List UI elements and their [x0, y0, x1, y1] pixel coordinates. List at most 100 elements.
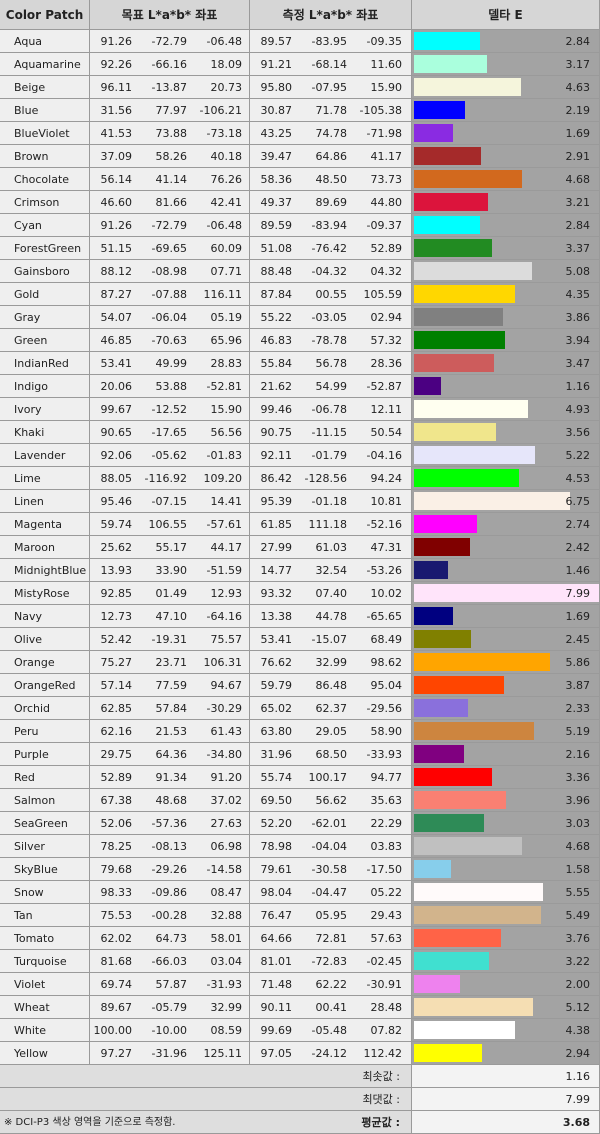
row-cell [250, 375, 412, 398]
lab-value: 47.10 [155, 610, 188, 623]
delta-bar [414, 331, 506, 349]
lab-value: 00.55 [315, 288, 348, 301]
name-cell: MistyRose [0, 582, 90, 605]
name-cell: Khaki [0, 421, 90, 444]
lab-value: 31.96 [260, 748, 293, 761]
lab-value: 91.20 [210, 771, 243, 784]
delta-value: 1.58 [565, 863, 591, 876]
lab-value: 97.27 [100, 1047, 133, 1060]
lab-value: -72.79 [151, 219, 187, 232]
delta-value: 4.68 [565, 173, 591, 186]
delta-bar [414, 906, 542, 924]
row-cell [250, 812, 412, 835]
lab-value: 92.85 [100, 587, 133, 600]
lab-value: -07.95 [311, 81, 347, 94]
lab-value: 89.69 [315, 196, 348, 209]
row-cell [90, 812, 250, 835]
delta-bar [414, 55, 488, 73]
lab-value: 109.20 [203, 472, 243, 485]
row-cell [250, 950, 412, 973]
lab-value: 03.04 [210, 955, 243, 968]
lab-value: 105.59 [363, 288, 403, 301]
summary-value: 3.68 [562, 1116, 590, 1129]
delta-value: 5.49 [565, 909, 591, 922]
row-cell [90, 720, 250, 743]
lab-value: 15.90 [210, 403, 243, 416]
lab-value: 47.31 [370, 541, 403, 554]
delta-value: 5.12 [565, 1001, 591, 1014]
name-cell: ForestGreen [0, 237, 90, 260]
row-cell [90, 306, 250, 329]
delta-value: 3.86 [565, 311, 591, 324]
row-cell [90, 467, 250, 490]
delta-value: 5.86 [565, 656, 591, 669]
row-cell [90, 651, 250, 674]
lab-value: 100.17 [308, 771, 348, 784]
lab-value: 40.18 [210, 150, 243, 163]
delta-value: 2.84 [565, 35, 591, 48]
lab-value: 07.40 [315, 587, 348, 600]
lab-value: -57.36 [151, 817, 187, 830]
lab-value: 111.18 [308, 518, 348, 531]
lab-value: -06.04 [151, 311, 187, 324]
lab-value: 58.26 [155, 150, 188, 163]
lab-value: 30.87 [260, 104, 293, 117]
lab-value: 63.80 [260, 725, 293, 738]
name-cell: BlueViolet [0, 122, 90, 145]
delta-bar [414, 630, 471, 648]
name-cell: Lime [0, 467, 90, 490]
delta-bar [414, 768, 492, 786]
lab-value: 13.38 [260, 610, 293, 623]
row-cell [250, 996, 412, 1019]
row-cell [90, 352, 250, 375]
lab-value: 69.50 [260, 794, 293, 807]
lab-value: -68.14 [311, 58, 347, 71]
row-cell [90, 927, 250, 950]
lab-value: 76.26 [210, 173, 243, 186]
name-cell: Olive [0, 628, 90, 651]
lab-value: 14.77 [260, 564, 293, 577]
delta-bar [414, 722, 535, 740]
name-cell: Lavender [0, 444, 90, 467]
lab-value: -34.80 [206, 748, 242, 761]
lab-value: -04.16 [366, 449, 402, 462]
lab-value: -66.03 [151, 955, 187, 968]
lab-value: 55.74 [260, 771, 293, 784]
summary-value: 1.16 [565, 1070, 591, 1083]
lab-value: 64.86 [315, 150, 348, 163]
lab-value: -07.15 [151, 495, 187, 508]
row-cell [90, 237, 250, 260]
lab-value: 94.67 [210, 679, 243, 692]
name-cell: Gainsboro [0, 260, 90, 283]
lab-value: 57.87 [155, 978, 188, 991]
lab-value: 62.16 [100, 725, 133, 738]
delta-value: 2.45 [565, 633, 591, 646]
lab-value: -106.21 [199, 104, 242, 117]
lab-value: -30.58 [311, 863, 347, 876]
row-cell [90, 398, 250, 421]
delta-bar [414, 285, 515, 303]
lab-value: 61.43 [210, 725, 243, 738]
lab-value: 44.78 [315, 610, 348, 623]
lab-value: -01.83 [206, 449, 242, 462]
lab-value: 99.67 [100, 403, 133, 416]
row-cell [250, 881, 412, 904]
lab-value: 57.84 [155, 702, 188, 715]
lab-value: -52.81 [206, 380, 242, 393]
lab-value: 55.84 [260, 357, 293, 370]
lab-value: 75.53 [100, 909, 133, 922]
row-cell [90, 628, 250, 651]
lab-value: -31.93 [206, 978, 242, 991]
delta-value: 3.56 [565, 426, 591, 439]
lab-value: -72.83 [311, 955, 347, 968]
row-cell [250, 628, 412, 651]
lab-value: 12.93 [210, 587, 243, 600]
lab-value: 91.34 [155, 771, 188, 784]
row-cell [90, 490, 250, 513]
lab-value: 71.78 [315, 104, 348, 117]
name-cell: White [0, 1019, 90, 1042]
lab-value: 41.53 [100, 127, 133, 140]
name-cell: IndianRed [0, 352, 90, 375]
delta-bar [414, 193, 489, 211]
lab-value: 91.26 [100, 219, 133, 232]
